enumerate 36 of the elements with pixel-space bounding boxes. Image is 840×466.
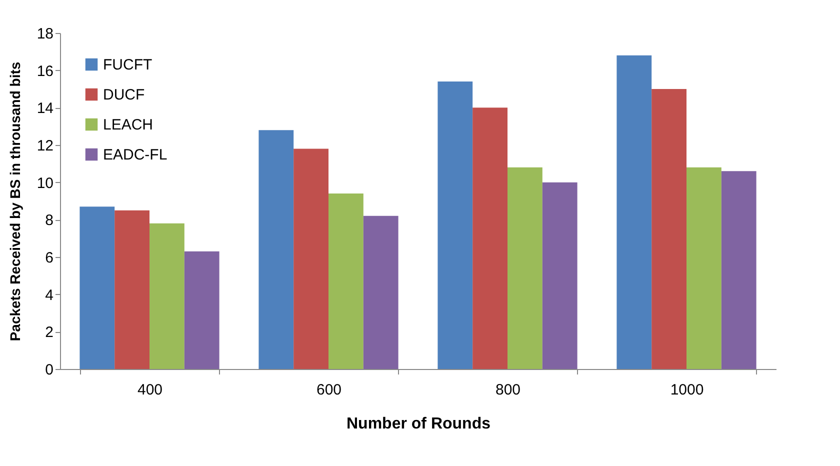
legend-label: FUCFT — [103, 56, 152, 74]
bar — [616, 55, 652, 369]
y-tick-label: 8 — [45, 212, 54, 230]
y-tick-label: 16 — [36, 62, 54, 80]
bar — [652, 89, 686, 369]
x-tick-label: 800 — [495, 382, 521, 398]
bar — [686, 167, 722, 369]
legend-label: LEACH — [103, 116, 154, 134]
bar — [328, 194, 364, 369]
y-tick-label: 6 — [45, 250, 54, 266]
y-tick-label: 2 — [45, 324, 54, 342]
bar — [542, 182, 578, 369]
bar — [472, 108, 508, 369]
y-tick-label: 18 — [36, 26, 54, 42]
legend-label: DUCF — [103, 86, 145, 104]
y-tick-label: 12 — [36, 138, 54, 154]
y-tick-label: 4 — [45, 286, 54, 304]
bar — [363, 216, 398, 369]
y-tick-label: 10 — [36, 174, 54, 192]
bar — [721, 171, 756, 369]
x-axis-title: Number of Rounds — [346, 416, 491, 432]
bar — [150, 223, 184, 369]
x-tick-label: 1000 — [670, 382, 704, 398]
y-tick-label: 14 — [36, 100, 54, 118]
bar — [258, 130, 294, 369]
x-tick-label: 600 — [316, 382, 342, 398]
y-axis-title: Packets Received by BS in throusand bits — [6, 62, 23, 342]
y-tick-label: 0 — [45, 362, 54, 378]
legend-label: EADC-FL — [103, 146, 168, 164]
bar — [114, 210, 150, 369]
bar — [80, 206, 115, 369]
bar — [294, 148, 328, 369]
bar — [184, 251, 220, 369]
x-tick-label: 400 — [137, 382, 163, 398]
bar — [438, 82, 473, 369]
bar — [508, 167, 542, 369]
